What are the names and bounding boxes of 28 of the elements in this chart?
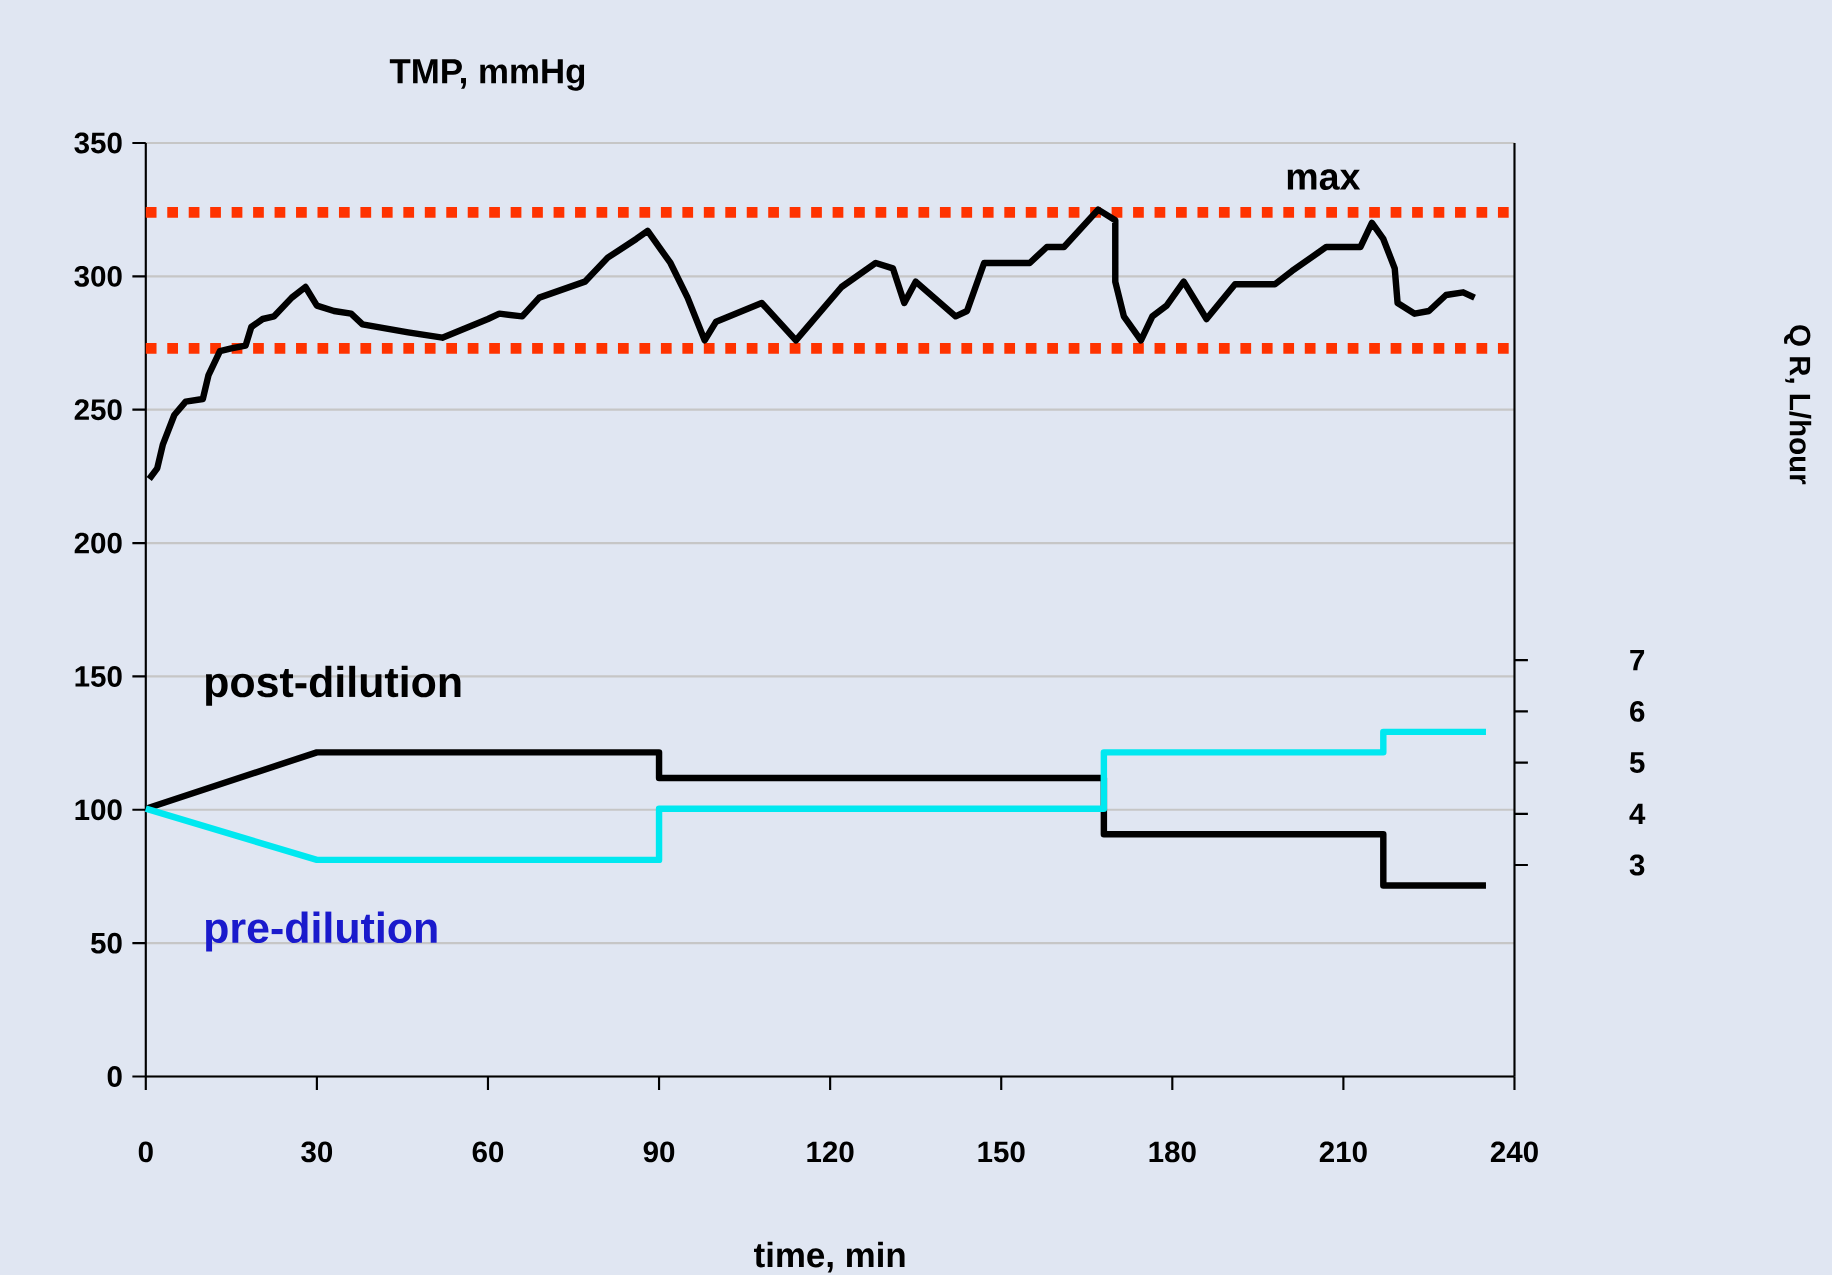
ref-line-label: max <box>1287 169 1361 190</box>
x-tick-label: 120 <box>807 1141 854 1163</box>
chart-title: TMP, mmHg <box>389 59 585 91</box>
x-tick-label: 90 <box>643 1141 675 1163</box>
series-label: pre-dilution <box>206 911 437 952</box>
x-tick-label: 150 <box>978 1141 1025 1163</box>
y-tick-label: 0 <box>107 1065 122 1087</box>
y-tick-label: 200 <box>74 532 122 554</box>
y-tick-label: 100 <box>75 799 122 821</box>
y2-tick-label: 5 <box>1629 752 1645 773</box>
y2-axis-title: Q R, L/hour <box>1784 325 1812 485</box>
x-tick-label: 0 <box>138 1141 153 1163</box>
y-tick-label: 150 <box>75 665 122 687</box>
y2-tick-label: 7 <box>1630 649 1645 671</box>
y-tick-label: 350 <box>74 132 122 154</box>
x-tick-label: 60 <box>472 1141 504 1163</box>
x-tick-label: 30 <box>301 1141 333 1163</box>
x-tick-label: 180 <box>1149 1141 1196 1163</box>
y2-tick-label: 3 <box>1629 854 1645 876</box>
x-tick-label: 240 <box>1490 1141 1538 1163</box>
series-label: post-dilution <box>206 665 461 706</box>
y-tick-label: 50 <box>91 932 122 954</box>
y-tick-label: 300 <box>74 265 122 287</box>
x-axis-title: time, min <box>754 1241 905 1273</box>
y2-tick-label: 4 <box>1629 803 1646 824</box>
y2-tick-label: 6 <box>1630 700 1645 722</box>
y-tick-label: 250 <box>74 399 122 420</box>
x-tick-label: 210 <box>1319 1141 1367 1163</box>
